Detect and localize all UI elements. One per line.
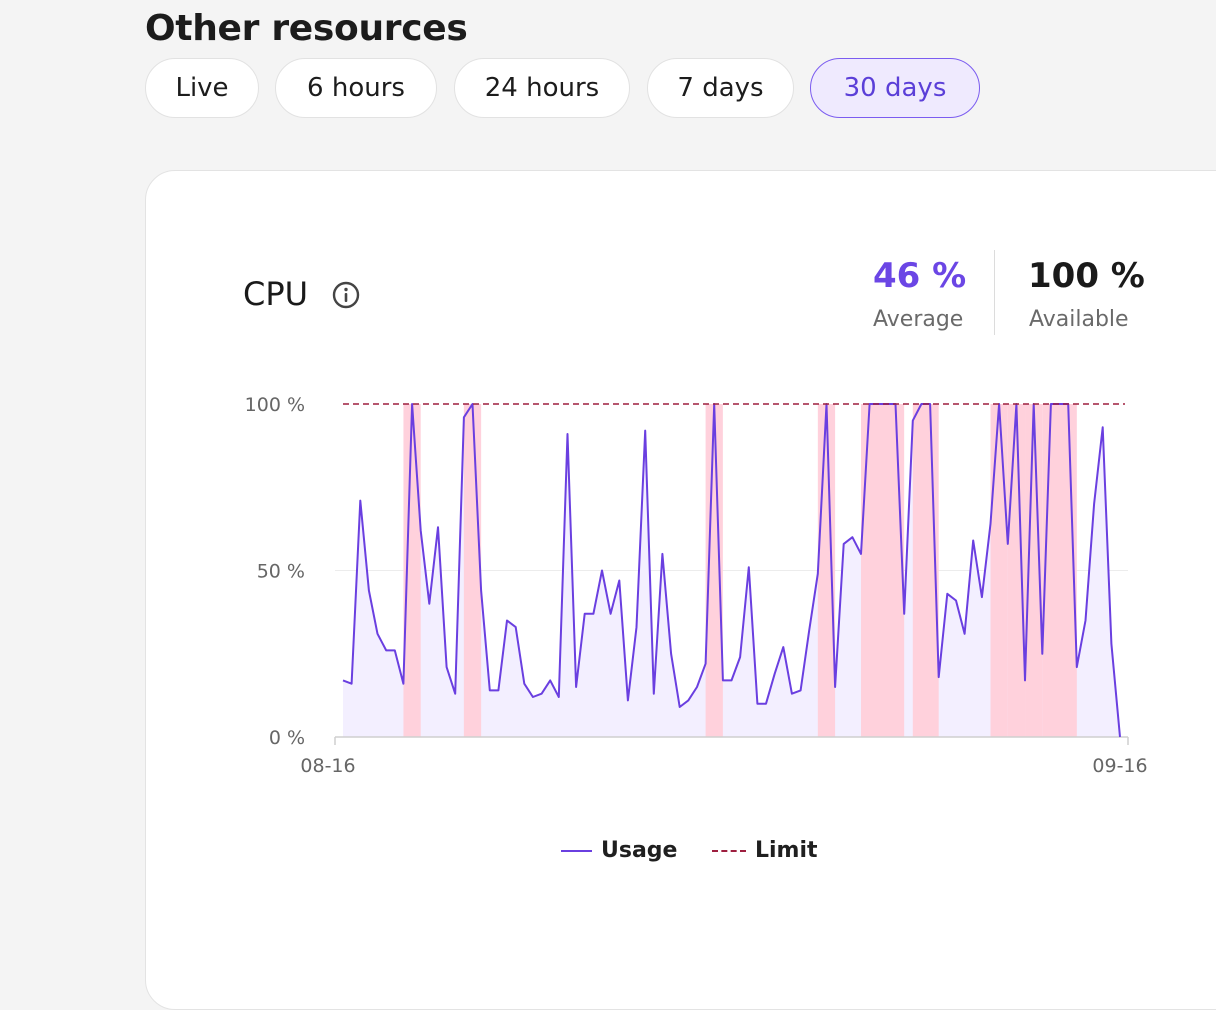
over-limit-band — [990, 404, 1008, 737]
over-limit-band — [705, 404, 723, 737]
range-tab-30-days[interactable]: 30 days — [810, 58, 980, 118]
legend-usage-swatch — [561, 850, 592, 852]
over-limit-band — [403, 404, 421, 737]
available-value: 100 % — [1028, 256, 1145, 296]
range-tab-7-days[interactable]: 7 days — [647, 58, 794, 118]
legend-usage-label: Usage — [601, 838, 678, 863]
legend-usage[interactable]: Usage — [561, 838, 677, 863]
cpu-chart: 0 % 50 % 100 % 08-16 09-16 — [245, 394, 1148, 777]
over-limit-band — [1042, 404, 1077, 737]
usage-line — [342, 403, 1121, 738]
y-tick-label: 0 % — [269, 727, 305, 749]
y-tick-label: 50 % — [257, 561, 305, 583]
available-label: Available — [1029, 307, 1129, 332]
stat-divider — [994, 250, 995, 335]
x-tick-label: 09-16 — [1092, 755, 1147, 777]
y-tick-label: 100 % — [245, 394, 305, 416]
cpu-title: CPU — [243, 275, 309, 313]
section-title: Other resources — [145, 8, 468, 49]
range-tab-live[interactable]: Live — [145, 58, 259, 118]
range-tab-24-hours[interactable]: 24 hours — [454, 58, 630, 118]
info-icon[interactable] — [331, 280, 361, 310]
legend-limit[interactable]: Limit — [712, 838, 818, 863]
legend-limit-swatch — [712, 850, 746, 852]
legend-limit-label: Limit — [755, 838, 818, 863]
x-tick-label: 08-16 — [300, 755, 355, 777]
average-value: 46 % — [873, 256, 967, 296]
over-limit-band — [1025, 404, 1043, 737]
range-tab-6-hours[interactable]: 6 hours — [275, 58, 437, 118]
over-limit-band — [463, 404, 482, 737]
average-label: Average — [873, 307, 964, 332]
